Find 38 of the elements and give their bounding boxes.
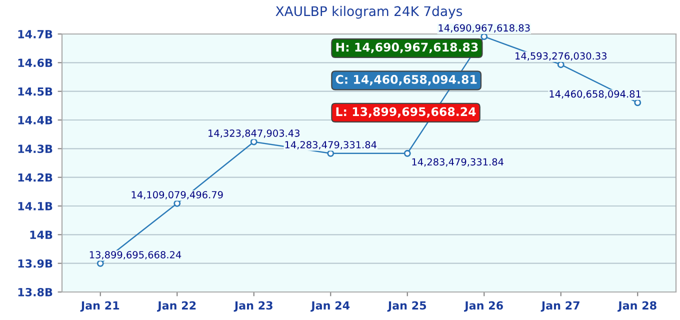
data-label: 14,690,967,618.83 xyxy=(438,24,530,33)
x-tick-label: Jan 22 xyxy=(157,301,196,312)
data-label: 14,109,079,496.79 xyxy=(132,191,223,200)
x-tick-label: Jan 21 xyxy=(80,301,120,312)
x-tick-label: Jan 28 xyxy=(618,301,656,312)
y-tick-label: 14.7B xyxy=(18,30,52,38)
point xyxy=(557,61,564,68)
y-tick-label: 14.6B xyxy=(18,58,52,68)
x-tick-label: Jan 24 xyxy=(310,301,350,312)
y-tick-label: 13.8B xyxy=(18,288,52,296)
y-tick-label: 14.3B xyxy=(18,144,52,154)
x-tick-label: Jan 25 xyxy=(387,301,426,312)
data-label: 13,899,695,668.24 xyxy=(90,251,182,260)
point xyxy=(634,99,642,106)
y-tick-label: 14.4B xyxy=(18,116,52,124)
data-label: 14,283,479,331.84 xyxy=(285,141,376,150)
point xyxy=(480,34,488,40)
x-tick-label: Jan 26 xyxy=(464,301,503,312)
annotation: L: 13,899,695,668.24 xyxy=(336,107,476,118)
data-label: 14,283,479,331.84 xyxy=(412,158,504,167)
annotation: C: 14,460,658,094.81 xyxy=(336,74,477,86)
y-tick-label: 14.2B xyxy=(18,173,52,182)
y-tick-label: 14B xyxy=(30,230,52,239)
x-tick-label: Jan 23 xyxy=(234,301,272,312)
point xyxy=(174,200,181,207)
x-tick-label: Jan 27 xyxy=(540,301,580,312)
point xyxy=(404,150,411,157)
point xyxy=(250,138,258,146)
y-tick-label: 14.5B xyxy=(18,87,52,96)
data-label: 14,460,658,094.81 xyxy=(550,90,641,99)
point xyxy=(96,260,104,267)
y-tick-label: 14.1B xyxy=(18,202,52,210)
chart-title: XAULBP kilogram 24K 7days xyxy=(276,6,462,19)
data-label: 14,323,847,903.43 xyxy=(208,129,300,138)
point xyxy=(327,150,334,157)
y-tick-label: 13.9B xyxy=(18,259,52,268)
annotation: H: 14,690,967,618.83 xyxy=(336,42,478,54)
data-label: 14,593,276,030.33 xyxy=(516,52,606,61)
